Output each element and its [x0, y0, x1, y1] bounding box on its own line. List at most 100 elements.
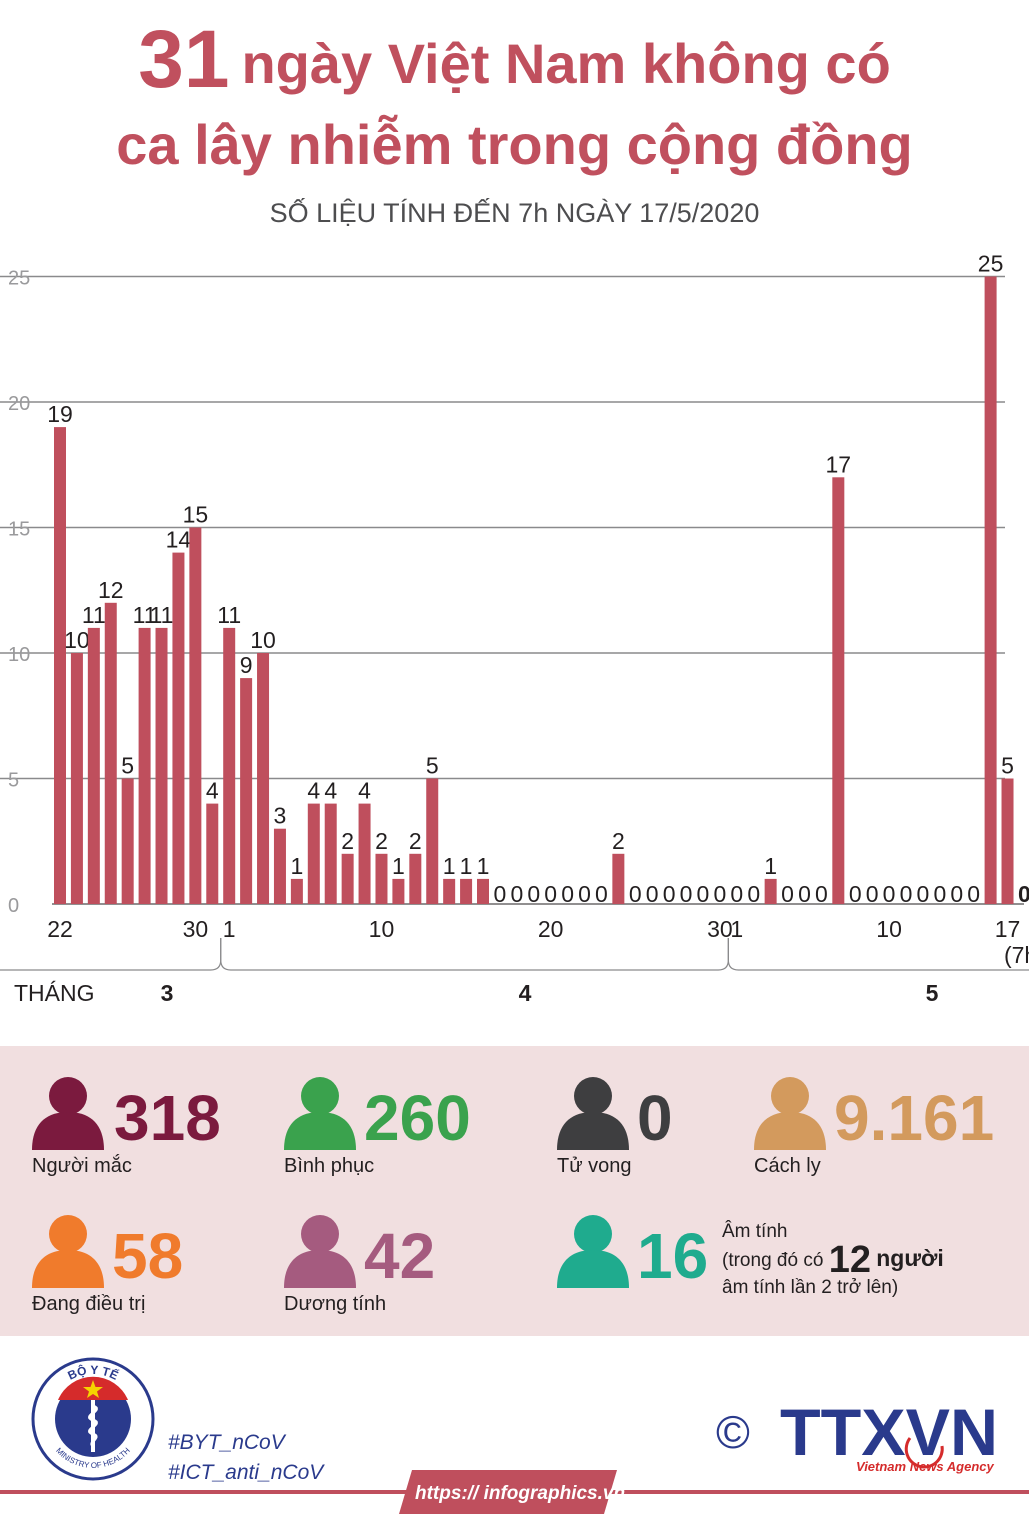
- bar: [341, 853, 354, 904]
- y-tick-label: 10: [8, 644, 30, 666]
- bar-value-label: 3: [274, 803, 287, 829]
- bar: [257, 653, 270, 904]
- bar-value-label: 11: [217, 602, 241, 628]
- bar-value-label: 0: [950, 881, 963, 907]
- am-tinh-detail-line-3: âm tính lần 2 trở lên): [722, 1277, 899, 1298]
- bar-value-label: 10: [250, 627, 276, 653]
- bar-value-label: 11: [150, 602, 174, 628]
- bar-value-label: 12: [98, 577, 124, 603]
- am-tinh-detail-pre: (trong đó có: [722, 1250, 824, 1271]
- bar-value-label: 19: [47, 401, 73, 427]
- hashtags: #BYT_nCoV #ICT_anti_nCoV: [168, 1428, 323, 1488]
- bar-value-label: 17: [826, 451, 852, 477]
- bar: [426, 778, 439, 904]
- bar-value-label: 2: [375, 828, 388, 854]
- x-tick-label: 1: [223, 916, 236, 942]
- month-axis-label: THÁNG: [14, 980, 95, 1006]
- stats-panel: 318 Người mắc 260 Bình phục 0 Tử vong 9.…: [0, 1046, 1029, 1336]
- y-tick-label: 25: [8, 268, 30, 290]
- bar: [206, 803, 219, 904]
- bar-value-label: 0: [697, 881, 710, 907]
- bar: [290, 878, 303, 904]
- bar-value-label: 0: [595, 881, 608, 907]
- bar-value-label: 1: [477, 853, 490, 879]
- am-tinh-detail-number: 12: [828, 1239, 871, 1281]
- month-bracket: [220, 938, 729, 971]
- bar: [984, 276, 997, 904]
- bar: [155, 627, 168, 904]
- bar-value-label: 0: [798, 881, 811, 907]
- bar-value-label: 0: [967, 881, 980, 907]
- bar-value-label: 0: [866, 881, 879, 907]
- stat-dang-dieu-tri-value: 58: [112, 1220, 184, 1292]
- bar-value-label: 14: [166, 527, 192, 553]
- website-link[interactable]: https:// infographics.vn: [415, 1483, 626, 1504]
- bar-value-label: 1: [460, 853, 473, 879]
- month-label: 3: [161, 980, 174, 1006]
- bar-value-label: 0: [781, 881, 794, 907]
- bar: [121, 778, 134, 904]
- stat-am-tinh-value: 16: [637, 1220, 709, 1292]
- bar-value-label: 1: [290, 853, 303, 879]
- bar-value-label: 11: [133, 602, 157, 628]
- bar-value-label: 0: [663, 881, 676, 907]
- stat-tu-vong-value: 0: [637, 1082, 673, 1154]
- bar-value-label: 4: [324, 778, 337, 804]
- bar-value-label: 0: [646, 881, 659, 907]
- bar-value-label: 4: [358, 778, 371, 804]
- bar: [273, 828, 286, 904]
- stat-dang-dieu-tri-label: Đang điều trị: [32, 1293, 146, 1315]
- bar-value-label: 2: [341, 828, 354, 854]
- copyright-icon: ©: [716, 1406, 750, 1458]
- y-tick-label: 20: [8, 393, 30, 415]
- bar: [324, 803, 337, 904]
- bar: [307, 803, 320, 904]
- person-icon: [32, 1077, 104, 1150]
- bar: [764, 878, 777, 904]
- bar-value-label: 9: [240, 652, 253, 678]
- ministry-of-health-logo: BỘ Y TẾ MINISTRY OF HEALTH: [31, 1357, 155, 1481]
- stat-am-tinh-note: Âm tính (trong đó có 12 người âm tính lầ…: [722, 1218, 944, 1301]
- x-tick-note: (7h): [1004, 942, 1029, 968]
- am-tinh-detail-post: người: [876, 1245, 944, 1271]
- bar-value-label: 4: [307, 778, 320, 804]
- ttxvn-wordmark: TTXVN: [780, 1398, 998, 1469]
- bar: [409, 853, 422, 904]
- bar: [477, 878, 489, 904]
- bar: [375, 853, 388, 904]
- bar-value-label: 10: [64, 627, 90, 653]
- bar-value-label: 4: [206, 778, 219, 804]
- bar-value-label: 0: [883, 881, 896, 907]
- bar-value-label: 0: [713, 881, 726, 907]
- bar: [240, 678, 253, 904]
- headline-line-1-text: ngày Việt Nam không có: [241, 32, 891, 95]
- bar: [392, 878, 405, 904]
- am-tinh-label: Âm tính: [722, 1221, 788, 1242]
- am-tinh-detail: (trong đó có 12 người: [722, 1241, 944, 1279]
- bar-value-label: 5: [426, 753, 439, 779]
- y-tick-label: 15: [8, 519, 30, 541]
- bar: [104, 602, 117, 904]
- bar: [70, 653, 83, 904]
- bar: [54, 427, 66, 904]
- subtitle: SỐ LIỆU TÍNH ĐẾN 7h NGÀY 17/5/2020: [269, 198, 760, 228]
- bar: [87, 627, 100, 904]
- bar: [358, 803, 371, 904]
- person-icon: [754, 1077, 826, 1150]
- month-bracket: [0, 938, 222, 971]
- moh-top-text: BỘ Y TẾ: [66, 1362, 121, 1382]
- bar-value-label: 1: [392, 853, 405, 879]
- bar: [832, 477, 845, 904]
- bar: [443, 878, 456, 904]
- headline-line-2: ca lây nhiễm trong cộng đồng: [116, 113, 913, 176]
- bar-value-label: 0: [917, 881, 930, 907]
- bar-value-label: 0: [629, 881, 642, 907]
- bar-value-label: 0: [900, 881, 913, 907]
- bar-value-label: 0: [561, 881, 574, 907]
- stat-binh-phuc-value: 260: [364, 1082, 471, 1154]
- month-label: 4: [519, 980, 532, 1006]
- ttxvn-logo: TTXVN Vietnam News Agency: [780, 1398, 998, 1474]
- person-icon: [284, 1215, 356, 1288]
- hashtag-ict: #ICT_anti_nCoV: [168, 1461, 324, 1484]
- bar-value-label: 2: [409, 828, 422, 854]
